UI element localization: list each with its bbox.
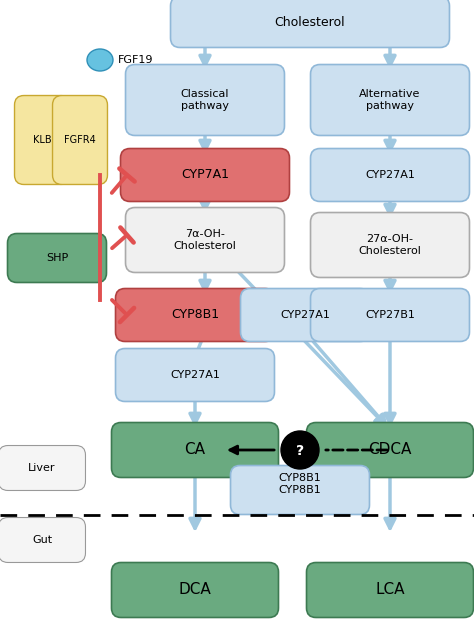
Text: FGFR4: FGFR4 <box>64 135 96 145</box>
Text: 27α-OH-
Cholesterol: 27α-OH- Cholesterol <box>358 234 421 256</box>
Text: CYP27B1: CYP27B1 <box>365 310 415 320</box>
FancyBboxPatch shape <box>0 518 85 562</box>
FancyBboxPatch shape <box>0 445 85 491</box>
Text: 7α-OH-
Cholesterol: 7α-OH- Cholesterol <box>173 229 237 251</box>
FancyBboxPatch shape <box>230 465 369 515</box>
FancyBboxPatch shape <box>307 562 474 618</box>
Text: DCA: DCA <box>179 582 211 598</box>
Text: Liver: Liver <box>28 463 56 473</box>
Text: Cholesterol: Cholesterol <box>275 16 346 28</box>
FancyBboxPatch shape <box>126 208 284 272</box>
Text: SHP: SHP <box>46 253 68 263</box>
FancyBboxPatch shape <box>15 96 70 184</box>
FancyBboxPatch shape <box>126 65 284 135</box>
FancyBboxPatch shape <box>8 233 107 282</box>
Text: CYP27A1: CYP27A1 <box>365 170 415 180</box>
FancyBboxPatch shape <box>310 65 469 135</box>
Text: Gut: Gut <box>32 535 52 545</box>
FancyBboxPatch shape <box>53 96 108 184</box>
Text: LCA: LCA <box>375 582 405 598</box>
FancyBboxPatch shape <box>171 0 449 47</box>
FancyBboxPatch shape <box>111 423 279 477</box>
Text: CYP8B1: CYP8B1 <box>279 485 321 495</box>
Text: CYP7A1: CYP7A1 <box>181 169 229 182</box>
FancyBboxPatch shape <box>116 289 274 342</box>
FancyBboxPatch shape <box>116 348 274 401</box>
Text: CYP27A1: CYP27A1 <box>280 310 330 320</box>
FancyBboxPatch shape <box>240 289 369 342</box>
Text: Alternative
pathway: Alternative pathway <box>359 89 421 111</box>
Text: CDCA: CDCA <box>368 442 412 457</box>
FancyBboxPatch shape <box>310 289 469 342</box>
Text: CA: CA <box>184 442 206 457</box>
Text: ?: ? <box>296 444 304 458</box>
Text: CYP8B1: CYP8B1 <box>279 473 321 483</box>
Text: CYP8B1: CYP8B1 <box>171 308 219 321</box>
Text: FGF19: FGF19 <box>118 55 154 65</box>
Circle shape <box>281 431 319 469</box>
FancyBboxPatch shape <box>111 562 279 618</box>
FancyBboxPatch shape <box>307 423 474 477</box>
FancyBboxPatch shape <box>310 213 469 277</box>
Text: KLB: KLB <box>33 135 51 145</box>
FancyBboxPatch shape <box>310 148 469 201</box>
Text: Classical
pathway: Classical pathway <box>181 89 229 111</box>
FancyBboxPatch shape <box>120 148 290 201</box>
Text: CYP27A1: CYP27A1 <box>170 370 220 380</box>
Ellipse shape <box>87 49 113 71</box>
